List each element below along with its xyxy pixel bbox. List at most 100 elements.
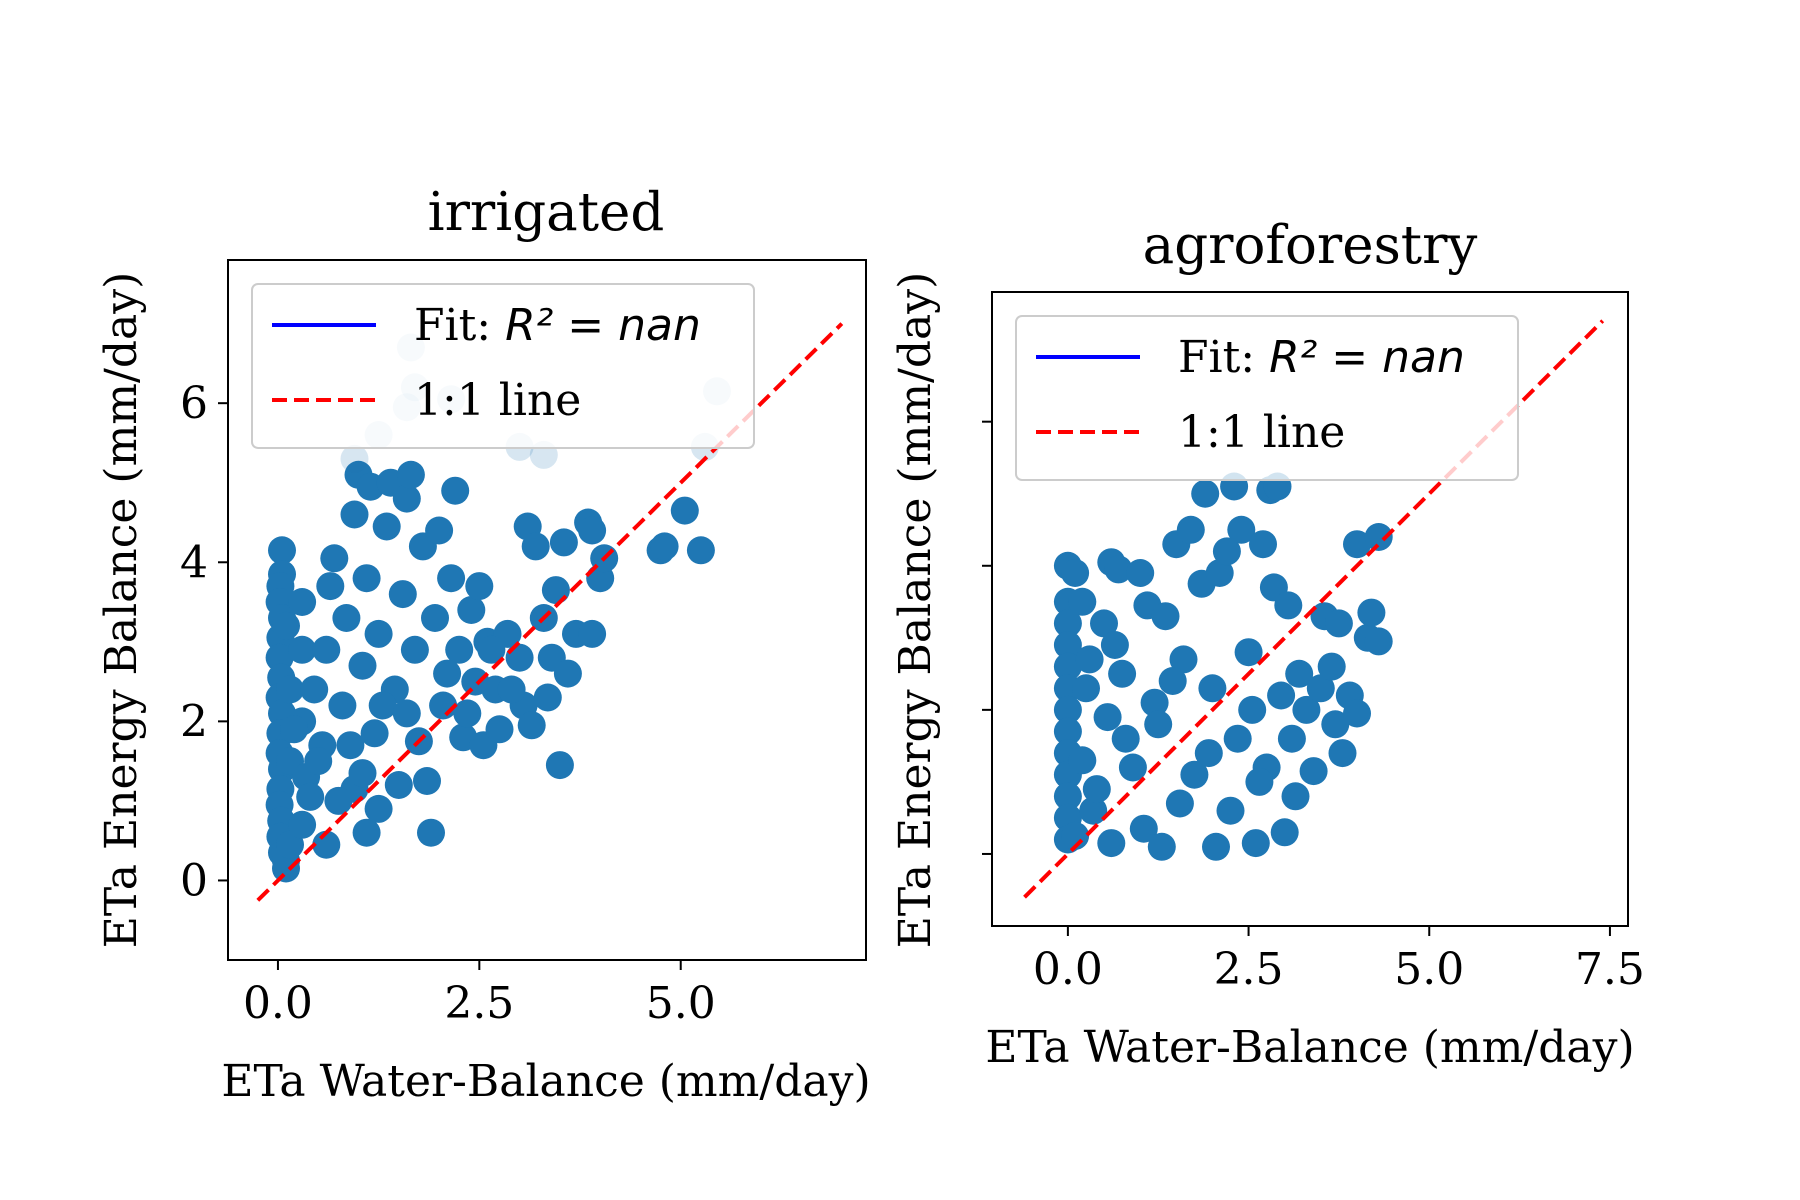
scatter-point bbox=[400, 635, 429, 664]
scatter-point bbox=[324, 786, 353, 815]
scatter-point bbox=[521, 532, 550, 561]
scatter-point bbox=[1053, 695, 1082, 724]
scatter-point bbox=[505, 643, 534, 672]
scatter-point bbox=[1317, 652, 1346, 681]
scatter-point bbox=[1180, 760, 1209, 789]
x-axis-ticks: 0.0 2.5 5.0 7.5 bbox=[1033, 926, 1645, 995]
legend: Fit: R² = nan 1:1 line bbox=[251, 283, 755, 449]
scatter-point bbox=[312, 635, 341, 664]
scatter-point bbox=[1072, 674, 1100, 703]
scatter-point bbox=[1234, 638, 1263, 667]
legend-fit-label: Fit: R² = nan bbox=[414, 300, 701, 351]
scatter-point bbox=[316, 572, 345, 601]
y-tick-label: 0 bbox=[180, 855, 208, 906]
y-axis-label: ETa Energy Balance (mm/day) bbox=[890, 272, 941, 949]
scatter-point bbox=[433, 659, 462, 688]
x-tick-label: 2.5 bbox=[444, 978, 514, 1029]
scatter-point bbox=[1364, 523, 1393, 551]
scatter-point bbox=[1053, 717, 1082, 746]
scatter-point bbox=[1053, 609, 1082, 638]
x-tick-label: 5.0 bbox=[646, 978, 716, 1029]
legend: Fit: R² = nan 1:1 line bbox=[1015, 315, 1519, 481]
x-tick-label: 7.5 bbox=[1575, 944, 1645, 995]
scatter-point bbox=[388, 580, 417, 609]
scatter-point bbox=[1364, 627, 1393, 656]
scatter-point bbox=[1126, 559, 1155, 587]
panel-irrigated: irrigated 0.0 2.5 5.0 0 2 4 6 ETa Water-Balan… bbox=[96, 182, 871, 1107]
scatter-point bbox=[1328, 739, 1357, 768]
scatter-point bbox=[364, 794, 393, 823]
scatter-point bbox=[1053, 652, 1082, 681]
scatter-point bbox=[1202, 832, 1230, 861]
scatter-point bbox=[364, 619, 393, 648]
scatter-point bbox=[372, 512, 401, 541]
scatter-point bbox=[1108, 659, 1137, 688]
scatter-point bbox=[1093, 703, 1122, 732]
scatter-point bbox=[1053, 631, 1082, 659]
scatter-point bbox=[1158, 667, 1187, 695]
legend-one-to-one-label: 1:1 line bbox=[414, 375, 581, 426]
scatter-point bbox=[1198, 674, 1227, 703]
y-tick-label: 2 bbox=[180, 696, 208, 747]
scatter-point bbox=[549, 528, 578, 557]
scatter-point bbox=[477, 635, 506, 664]
scatter-point bbox=[280, 715, 309, 744]
scatter-point bbox=[541, 576, 570, 605]
scatter-point bbox=[360, 719, 389, 748]
scatter-point bbox=[445, 635, 474, 664]
scatter-point bbox=[268, 536, 296, 565]
scatter-point bbox=[336, 731, 365, 760]
scatter-point bbox=[276, 675, 304, 704]
scatter-point bbox=[1111, 724, 1140, 753]
scatter-point bbox=[396, 460, 425, 489]
scatter-point bbox=[1068, 746, 1097, 775]
scatter-point bbox=[328, 691, 357, 720]
scatter-point bbox=[340, 444, 369, 473]
scatter-point bbox=[1241, 829, 1270, 858]
scatter-point bbox=[340, 500, 369, 529]
scatter-point bbox=[441, 476, 470, 505]
scatter-point bbox=[1061, 559, 1090, 587]
x-axis-label: ETa Water-Balance (mm/day) bbox=[985, 1022, 1634, 1073]
scatter-point bbox=[1267, 681, 1296, 710]
scatter-point bbox=[437, 564, 466, 593]
legend-box bbox=[251, 283, 755, 449]
scatter-point bbox=[1097, 829, 1126, 858]
scatter-point bbox=[1104, 555, 1133, 584]
scatter-point bbox=[1144, 710, 1173, 739]
scatter-point bbox=[1090, 609, 1118, 638]
scatter-point bbox=[296, 782, 325, 811]
scatter-point bbox=[1274, 591, 1303, 620]
scatter-point bbox=[1118, 753, 1147, 782]
scatter-point bbox=[1151, 602, 1180, 631]
scatter-point bbox=[497, 675, 526, 704]
legend-fit-label: Fit: R² = nan bbox=[1178, 332, 1465, 383]
scatter-point bbox=[425, 516, 454, 545]
y-axis-ticks: 0 2 4 6 bbox=[180, 378, 228, 906]
panel-agroforestry: agroforestry 0.0 2.5 5.0 7.5 ETa Water-Bala… bbox=[890, 215, 1645, 1073]
legend-one-to-one-label: 1:1 line bbox=[1178, 407, 1345, 458]
scatter-point bbox=[1238, 695, 1267, 724]
scatter-point bbox=[1165, 789, 1194, 818]
x-tick-label: 0.0 bbox=[1033, 944, 1103, 995]
scatter-point bbox=[1216, 796, 1245, 825]
x-axis-label: ETa Water-Balance (mm/day) bbox=[221, 1056, 870, 1107]
scatter-point bbox=[1053, 782, 1082, 811]
scatter-point bbox=[1277, 724, 1306, 753]
scatter-point bbox=[1068, 587, 1097, 616]
scatter-point bbox=[1249, 530, 1277, 559]
x-axis-ticks: 0.0 2.5 5.0 bbox=[243, 960, 716, 1029]
scatter-points bbox=[1053, 472, 1393, 861]
scatter-point bbox=[465, 572, 494, 601]
scatter-point bbox=[686, 536, 715, 565]
scatter-point bbox=[1343, 530, 1371, 559]
scatter-point bbox=[1357, 598, 1386, 627]
scatter-point bbox=[1205, 559, 1234, 587]
scatter-point bbox=[1079, 796, 1108, 825]
scatter-point bbox=[1100, 631, 1129, 659]
scatter-point bbox=[1061, 821, 1090, 850]
axes-frame bbox=[991, 291, 1629, 927]
scatter-point bbox=[392, 699, 421, 728]
scatter-point bbox=[1285, 659, 1314, 688]
